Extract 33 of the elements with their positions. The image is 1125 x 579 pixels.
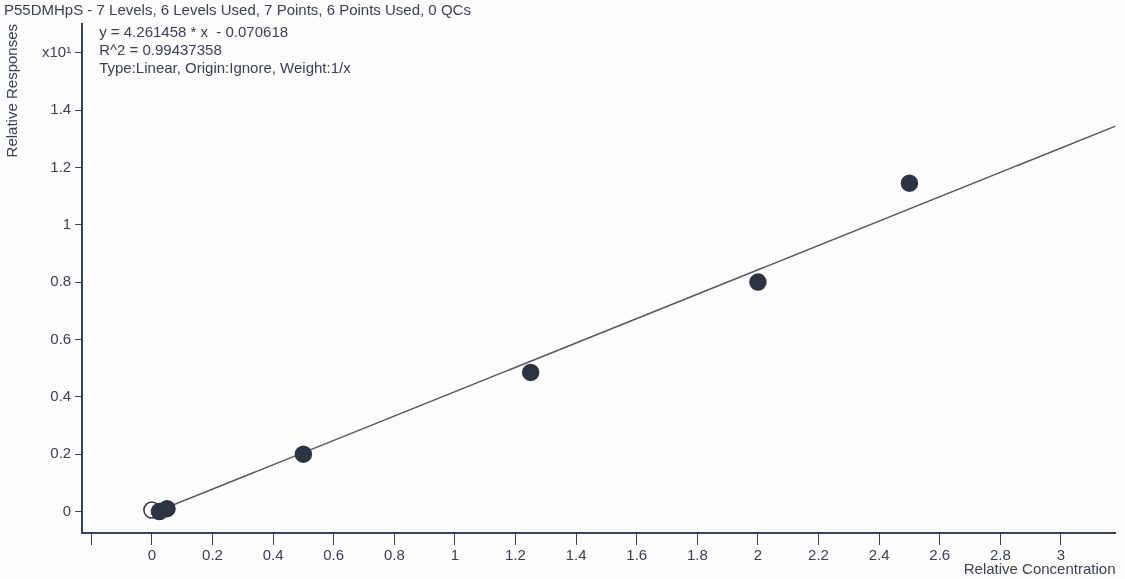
y-tick-label: 0.8 bbox=[50, 272, 72, 290]
x-tick-label: 2.4 bbox=[868, 546, 890, 564]
x-tick-label: 2.6 bbox=[929, 546, 951, 564]
point bbox=[158, 499, 176, 518]
point bbox=[521, 363, 540, 382]
y-axis-title: Relative Responses bbox=[3, 24, 21, 158]
x-tick-label: 0.8 bbox=[383, 546, 405, 564]
y-tick-label: 0.2 bbox=[50, 444, 72, 462]
chart-title: P55DMHpS - 7 Levels, 6 Levels Used, 7 Points, 6 Points Used, 0 QCs bbox=[4, 1, 471, 19]
annotation: R^2 = 0.99437358 bbox=[99, 40, 222, 58]
y-tick-label: 0.4 bbox=[50, 386, 72, 404]
y-tick-label: 0 bbox=[62, 501, 72, 519]
y-tick-label: 1 bbox=[62, 214, 72, 232]
y-tick-label: 1.4 bbox=[50, 100, 72, 118]
point bbox=[294, 445, 313, 463]
point bbox=[749, 273, 767, 291]
x-tick-label: 0 bbox=[147, 546, 157, 564]
annotation: y = 4.261458 * x - 0.070618 bbox=[99, 22, 289, 40]
annotation: Type:Linear, Origin:Ignore, Weight:1/x bbox=[99, 58, 352, 76]
x-tick-label: 0.2 bbox=[202, 546, 223, 564]
y-tick-label: 0.6 bbox=[50, 329, 72, 347]
x-tick-label: 2 bbox=[753, 546, 763, 564]
x-tick-label: 1.8 bbox=[686, 546, 708, 564]
x-tick-label: 1.4 bbox=[565, 546, 587, 564]
x-tick-label: 0.4 bbox=[262, 546, 284, 564]
x-tick-label: 1 bbox=[450, 546, 460, 564]
x-tick-label: 0.6 bbox=[323, 546, 345, 564]
y-tick-label: 1.2 bbox=[50, 157, 72, 175]
x-tick-label: 1.2 bbox=[505, 546, 526, 564]
y-tick-label: x10¹ bbox=[41, 42, 72, 60]
point bbox=[900, 174, 919, 192]
x-tick-label: 2.2 bbox=[808, 546, 829, 564]
x-tick-label: 1.6 bbox=[626, 546, 648, 564]
